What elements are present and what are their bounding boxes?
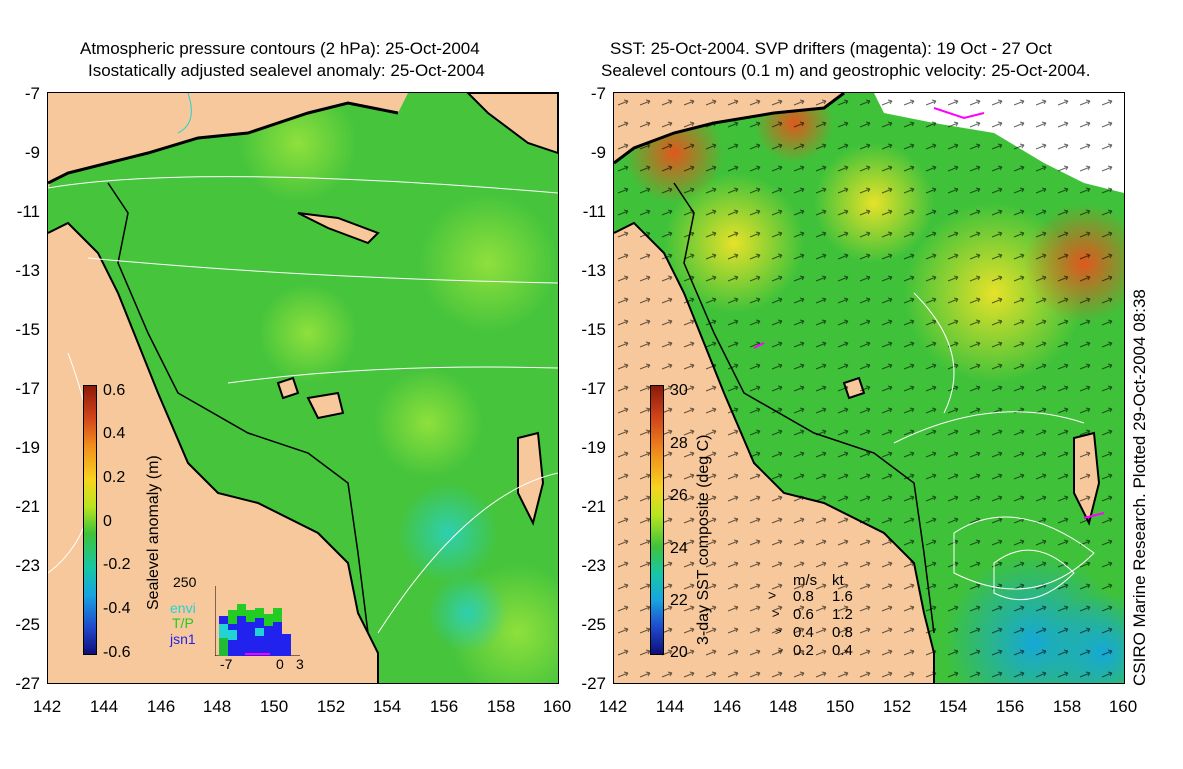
right-cb-tick-1: 28 — [670, 435, 688, 452]
left-map — [47, 92, 559, 684]
left-lon-2: 146 — [146, 697, 176, 716]
velocity-legend-ms-2: 0.4 — [793, 624, 814, 641]
left-title-line2: Isostatically adjusted sealevel anomaly:… — [88, 61, 485, 80]
left-lon-3: 148 — [202, 697, 232, 716]
left-cb-tick-0: 0.6 — [103, 382, 126, 399]
velocity-legend-ms-0: 0.8 — [793, 588, 814, 605]
left-lat-6: -19 — [15, 438, 40, 457]
left-lon-5: 152 — [316, 697, 346, 716]
inset-x-2: 3 — [296, 656, 304, 672]
left-lat-7: -21 — [15, 497, 40, 516]
velocity-legend-header-ms: m/s — [793, 572, 818, 589]
left-lat-10: -27 — [15, 674, 40, 693]
left-colorbar-label: Sealevel anomaly (m) — [145, 455, 162, 610]
inset-x-0: -7 — [220, 656, 233, 672]
right-lat-9: -25 — [581, 615, 606, 634]
right-cb-tick-2: 26 — [670, 487, 688, 504]
velocity-legend-ms-3: 0.2 — [793, 642, 814, 659]
right-title-line2: Sealevel contours (0.1 m) and geostrophi… — [601, 61, 1091, 80]
right-lon-2: 146 — [712, 697, 742, 716]
left-cb-tick-3: 0 — [103, 513, 112, 530]
left-lon-8: 158 — [486, 697, 516, 716]
left-lat-8: -23 — [15, 556, 40, 575]
right-lon-8: 158 — [1052, 697, 1082, 716]
right-map — [613, 92, 1125, 684]
png-land — [48, 93, 408, 183]
right-lat-6: -19 — [581, 438, 606, 457]
velocity-legend-kt-1: 1.2 — [832, 606, 853, 623]
left-lon-6: 154 — [372, 697, 402, 716]
inset-legend-tp: T/P — [172, 615, 194, 631]
right-lat-8: -23 — [581, 556, 606, 575]
left-lat-2: -11 — [16, 202, 40, 221]
velocity-legend-kt-3: 0.4 — [832, 642, 853, 659]
right-lat-1: -9 — [590, 143, 606, 162]
right-lon-9: 160 — [1108, 697, 1138, 716]
velocity-arrow-1: > — [772, 606, 780, 621]
right-lon-3: 148 — [768, 697, 798, 716]
left-lat-3: -13 — [15, 261, 40, 280]
right-lon-6: 154 — [938, 697, 968, 716]
left-cb-tick-1: 0.4 — [103, 425, 126, 442]
credit-text: CSIRO Marine Research. Plotted 29-Oct-20… — [1130, 289, 1149, 686]
inset-chart — [214, 586, 300, 657]
left-lon-4: 150 — [259, 697, 289, 716]
left-cb-tick-6: -0.6 — [103, 644, 131, 661]
velocity-legend-header-kt: kt — [832, 572, 844, 589]
inset-x-1: 0 — [276, 656, 284, 672]
left-lon-9: 160 — [542, 697, 572, 716]
velocity-arrow-3: > — [778, 645, 784, 655]
left-cb-tick-2: 0.2 — [103, 469, 126, 486]
left-cb-tick-4: -0.2 — [103, 556, 131, 573]
right-lat-10: -27 — [581, 674, 606, 693]
right-lat-5: -17 — [581, 379, 606, 398]
right-lat-3: -13 — [581, 261, 606, 280]
right-lat-7: -21 — [581, 497, 606, 516]
right-cb-tick-5: 20 — [670, 644, 688, 661]
right-lat-4: -15 — [581, 320, 606, 339]
left-lon-7: 156 — [429, 697, 459, 716]
right-colorbar-label: 3-day SST composite (deg C) — [695, 434, 712, 645]
left-colorbar — [83, 385, 97, 655]
left-lon-0: 142 — [32, 697, 62, 716]
right-cb-tick-4: 22 — [670, 592, 688, 609]
inset-legend-envi: envi — [170, 600, 196, 616]
right-lon-4: 150 — [825, 697, 855, 716]
left-title-line1: Atmospheric pressure contours (2 hPa): 2… — [80, 39, 480, 58]
right-lon-7: 156 — [995, 697, 1025, 716]
right-lat-0: -7 — [590, 84, 606, 103]
right-cb-tick-3: 24 — [670, 540, 688, 557]
right-lat-2: -11 — [582, 202, 606, 221]
velocity-legend-kt-2: 0.8 — [832, 624, 853, 641]
right-lon-5: 152 — [882, 697, 912, 716]
right-lon-0: 142 — [598, 697, 628, 716]
right-colorbar — [650, 385, 664, 655]
left-lat-4: -15 — [15, 320, 40, 339]
left-lon-1: 144 — [89, 697, 119, 716]
right-title-line1: SST: 25-Oct-2004. SVP drifters (magenta)… — [610, 39, 1052, 58]
inset-legend-jsn1: jsn1 — [170, 631, 196, 647]
left-lat-9: -25 — [15, 615, 40, 634]
solomon-land — [466, 93, 558, 155]
inset-ymax: 250 — [173, 574, 197, 590]
velocity-arrow-2: > — [775, 626, 782, 638]
right-cb-tick-0: 30 — [670, 382, 688, 399]
left-lat-1: -9 — [24, 143, 40, 162]
velocity-legend-ms-1: 0.6 — [793, 606, 814, 623]
left-cb-tick-5: -0.4 — [103, 600, 131, 617]
velocity-arrow-0: > — [768, 587, 777, 603]
left-lat-5: -17 — [15, 379, 40, 398]
right-lon-1: 144 — [655, 697, 685, 716]
left-lat-0: -7 — [24, 84, 40, 103]
velocity-legend-kt-0: 1.6 — [832, 588, 853, 605]
